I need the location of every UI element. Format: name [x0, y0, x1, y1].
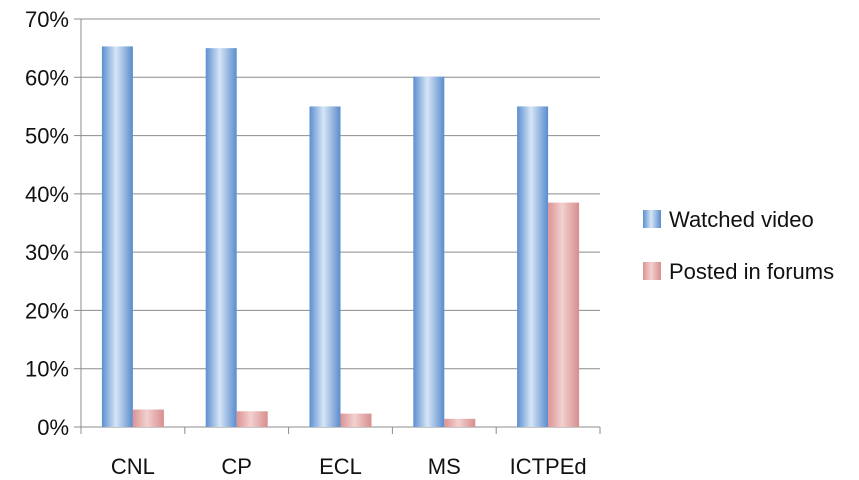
bar-watched-video-cp [205, 48, 237, 428]
x-tick-labels: CNL CP ECL MS ICTPEd [111, 454, 587, 479]
x-tick-label-ictped: ICTPEd [510, 454, 587, 479]
y-tick-label-30: 30% [25, 240, 69, 265]
bars [101, 46, 580, 428]
bar-watched-video-cnl [101, 46, 133, 427]
bar-posted-in-forums-cnl [132, 409, 164, 427]
bar-posted-in-forums-ictped [548, 202, 580, 427]
bar-posted-in-forums-ms [444, 418, 476, 427]
legend: Watched video Posted in forums [643, 207, 834, 284]
legend-label-posted-in-forums: Posted in forums [669, 259, 834, 284]
bar-watched-video-ms [413, 76, 445, 428]
y-tick-label-10: 10% [25, 357, 69, 382]
y-tick-label-20: 20% [25, 298, 69, 323]
y-tick-label-40: 40% [25, 182, 69, 207]
legend-swatch-watched-video [643, 210, 661, 228]
bar-watched-video-ictped [517, 106, 549, 427]
x-tick-label-cnl: CNL [111, 454, 155, 479]
y-tick-label-70: 70% [25, 7, 69, 32]
y-tick-labels: 0% 10% 20% 30% 40% 50% 60% 70% [25, 7, 69, 440]
y-tick-label-60: 60% [25, 65, 69, 90]
x-tick-label-ms: MS [428, 454, 461, 479]
bar-posted-in-forums-cp [236, 411, 268, 427]
legend-swatch-posted-in-forums [643, 262, 661, 280]
y-tick-label-0: 0% [37, 415, 69, 440]
y-tick-label-50: 50% [25, 124, 69, 149]
legend-label-watched-video: Watched video [669, 207, 814, 232]
x-tick-label-cp: CP [221, 454, 252, 479]
bar-watched-video-ecl [309, 106, 341, 427]
bar-posted-in-forums-ecl [340, 413, 372, 427]
x-tick-label-ecl: ECL [319, 454, 362, 479]
